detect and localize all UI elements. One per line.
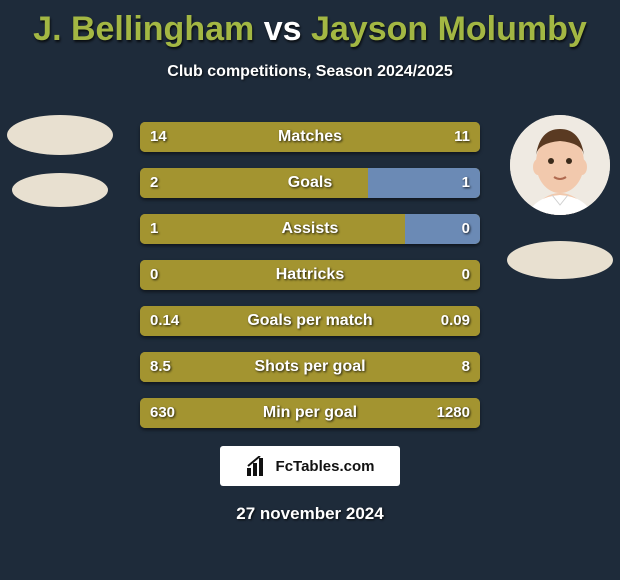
stat-value-left: 0 <box>140 260 168 290</box>
stat-row: Assists1 0 <box>140 214 480 244</box>
player2-avatar <box>510 115 610 215</box>
stat-value-right: 0 <box>452 260 480 290</box>
stat-value-left: 630 <box>140 398 185 428</box>
bars-icon <box>246 456 270 476</box>
player1-avatar-column <box>0 115 120 207</box>
stat-label: Matches <box>140 122 480 152</box>
logo-text: FcTables.com <box>276 458 375 475</box>
stat-value-left: 0.14 <box>140 306 189 336</box>
player1-avatar-placeholder <box>7 115 113 155</box>
stat-value-right: 8 <box>452 352 480 382</box>
player-face-icon <box>510 115 610 215</box>
player1-club-placeholder <box>12 173 108 207</box>
stat-value-right: 1 <box>452 168 480 198</box>
stat-value-right: 0.09 <box>431 306 480 336</box>
stat-row: Min per goal6301280 <box>140 398 480 428</box>
stat-label: Goals per match <box>140 306 480 336</box>
footer-date: 27 november 2024 <box>0 504 620 524</box>
stat-row: Hattricks0 0 <box>140 260 480 290</box>
stat-label: Assists <box>140 214 480 244</box>
stat-value-left: 8.5 <box>140 352 181 382</box>
player2-club-placeholder <box>507 241 613 279</box>
stat-value-right: 11 <box>444 122 480 152</box>
stat-value-right: 0 <box>452 214 480 244</box>
stat-row: Shots per goal8.5 8 <box>140 352 480 382</box>
stats-container: Matches1411Goals21Assists10Hattricks00Go… <box>140 122 480 444</box>
subtitle: Club competitions, Season 2024/2025 <box>0 63 620 81</box>
vs-text: vs <box>264 10 302 48</box>
stat-value-left: 1 <box>140 214 168 244</box>
player2-avatar-column <box>500 115 620 279</box>
stat-row: Goals2 1 <box>140 168 480 198</box>
fctables-logo: FcTables.com <box>220 446 400 486</box>
stat-label: Hattricks <box>140 260 480 290</box>
stat-label: Goals <box>140 168 480 198</box>
stat-value-left: 2 <box>140 168 168 198</box>
stat-value-right: 1280 <box>427 398 480 428</box>
comparison-title: J. Bellingham vs Jayson Molumby <box>0 0 620 49</box>
stat-value-left: 14 <box>140 122 177 152</box>
player2-name: Jayson Molumby <box>311 10 587 48</box>
player1-name: J. Bellingham <box>33 10 254 48</box>
stat-label: Shots per goal <box>140 352 480 382</box>
stat-row: Matches14 11 <box>140 122 480 152</box>
stat-row: Goals per match0.14 0.09 <box>140 306 480 336</box>
